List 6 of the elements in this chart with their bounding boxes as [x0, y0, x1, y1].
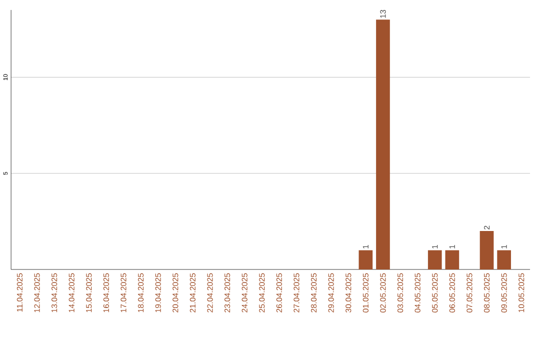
- bar: [497, 250, 511, 270]
- bar: [445, 250, 460, 270]
- bar: [480, 230, 494, 270]
- bar: [358, 250, 373, 270]
- bar: [376, 19, 390, 270]
- bar: [428, 250, 442, 270]
